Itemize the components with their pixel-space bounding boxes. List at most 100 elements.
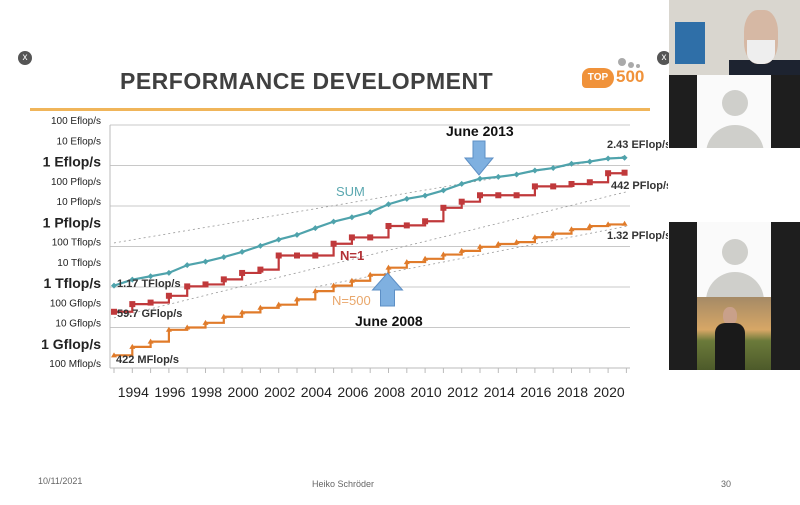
data-point-n500 [257,304,264,310]
data-point-sum [568,160,575,167]
logo-500-text: 500 [616,67,645,86]
data-point-n500 [586,223,593,229]
data-point-sum [605,155,612,162]
data-point-n1 [165,292,172,299]
data-point-n500 [275,301,282,307]
data-point-n1 [422,218,429,225]
book-in-video [675,22,705,64]
data-point-n500 [184,324,191,330]
end-label-n500: 1.32 PFlop/s [607,230,668,242]
data-point-n1 [202,281,209,288]
y-tick-label: 10 Eflop/s [57,136,101,147]
annotation-june-2013: June 2013 [446,123,514,139]
y-tick-label: 100 Tflop/s [52,238,101,249]
data-point-n500 [568,226,575,232]
data-point-sum [495,173,502,180]
data-point-n500 [513,239,520,245]
start-label-n500: 422 MFlop/s [116,354,179,366]
data-point-n1 [257,266,264,273]
data-point-n500 [348,277,355,283]
series-line-n1 [114,172,626,313]
data-point-n1 [440,204,447,211]
end-label-n1: 442 PFlop/s [611,180,668,192]
data-point-sum [531,167,538,174]
participant-tile[interactable] [669,222,800,370]
data-point-n500 [403,259,410,265]
logo-top-text: TOP [582,68,614,88]
slide-title: PERFORMANCE DEVELOPMENT [120,68,494,94]
next-slide-button[interactable]: x [657,51,671,65]
data-point-sum [129,276,136,283]
data-point-sum [621,154,628,161]
data-point-n1 [330,240,337,247]
x-tick-label: 2020 [594,384,625,400]
series-label-n1: N=1 [340,248,364,263]
x-tick-label: 2016 [520,384,551,400]
start-label-sum: 1.17 TFlop/s [117,278,181,290]
data-point-n500 [330,282,337,288]
data-point-n500 [202,319,209,325]
data-point-n500 [385,264,392,270]
data-point-sum [312,225,319,232]
arrow-down-icon [463,140,495,176]
speaker-shoulders [729,60,800,75]
annotation-june-2008: June 2008 [355,313,423,329]
data-point-n1 [348,234,355,241]
arrow-up-icon [371,272,404,307]
data-point-n1 [184,283,191,290]
data-point-sum [367,209,374,216]
start-label-n1: 59.7 GFlop/s [117,308,182,320]
person-placeholder-icon [697,75,771,148]
participant-tile[interactable] [669,75,800,148]
y-tick-label: 100 Gflop/s [50,298,101,309]
data-point-n1 [531,183,538,190]
series-line-n500 [114,223,626,357]
logo-dot [618,58,626,66]
close-icon: x [661,52,667,63]
series-line-sum [113,156,625,287]
performance-chart: 100 Eflop/s 10 Eflop/s 1 Eflop/s 100 Pflop/… [41,116,668,400]
data-point-n500 [440,251,447,257]
close-slide-button[interactable]: x [18,51,32,65]
data-point-n1 [275,252,282,259]
series-label-sum: SUM [336,184,365,199]
data-point-sum [275,236,282,243]
data-point-sum [385,201,392,208]
data-point-n1 [477,192,483,199]
data-point-n1 [495,192,502,199]
data-point-n500 [531,234,538,240]
data-point-sum [586,158,593,165]
data-point-sum [239,248,246,255]
y-tick-label: 10 Pflop/s [57,197,101,208]
data-point-n1 [111,308,117,315]
data-point-sum [184,262,191,269]
x-tick-label: 2000 [228,384,259,400]
data-point-n500 [147,338,154,344]
y-tick-label: 100 Mflop/s [49,359,101,370]
data-point-sum [257,242,264,249]
data-point-sum [440,187,447,194]
data-point-n1 [605,170,612,177]
data-point-n500 [605,221,612,227]
data-point-n1 [220,276,227,283]
footer-author: Heiko Schröder [312,479,375,489]
x-tick-label: 2002 [264,384,295,400]
data-point-n1 [586,179,593,186]
data-point-n500 [294,296,300,302]
trend-line [113,155,627,244]
data-point-sum [330,218,337,225]
x-tick-label: 2006 [337,384,368,400]
y-tick-label: 1 Gflop/s [41,336,101,352]
participant-tile-speaker[interactable] [669,0,800,75]
data-point-n1 [568,181,575,188]
data-point-n1 [550,183,557,190]
data-point-sum [220,254,227,261]
y-tick-label: 100 Pflop/s [51,177,101,188]
end-label-sum: 2.43 EFlop/s [607,139,668,151]
x-tick-label: 2018 [557,384,588,400]
data-point-sum [202,258,209,265]
data-point-sum [348,214,355,221]
data-point-n500 [129,343,136,349]
footer-date: 10/11/2021 [38,476,83,486]
x-tick-label: 2014 [484,384,515,400]
